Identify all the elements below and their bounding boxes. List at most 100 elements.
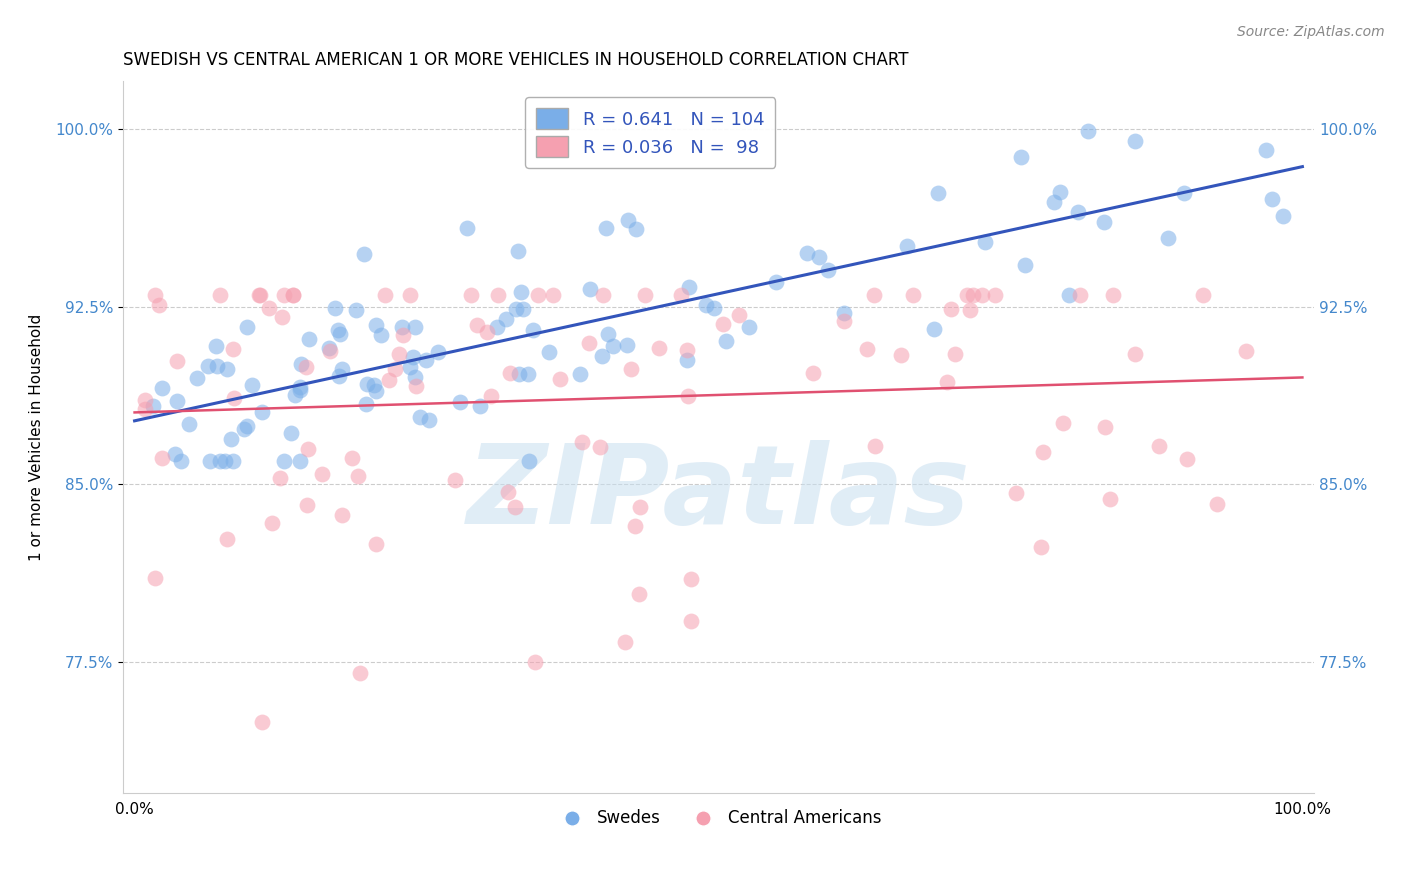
- Swedes: [170, 453, 193, 467]
- Central Americans: [378, 373, 401, 387]
- Swedes: [280, 425, 302, 440]
- Central Americans: [347, 469, 370, 483]
- Swedes: [832, 306, 855, 320]
- Central Americans: [460, 287, 482, 301]
- Swedes: [456, 221, 478, 235]
- Central Americans: [962, 287, 984, 301]
- Swedes: [235, 418, 257, 433]
- Central Americans: [523, 655, 546, 669]
- Central Americans: [1205, 497, 1227, 511]
- Central Americans: [1192, 287, 1215, 301]
- Swedes: [508, 368, 530, 382]
- Central Americans: [1094, 419, 1116, 434]
- Swedes: [273, 453, 295, 467]
- Swedes: [236, 320, 259, 334]
- Swedes: [370, 328, 392, 343]
- Central Americans: [405, 379, 427, 393]
- Swedes: [353, 247, 375, 261]
- Swedes: [1123, 134, 1146, 148]
- Swedes: [512, 302, 534, 317]
- Swedes: [401, 350, 423, 364]
- Central Americans: [260, 516, 283, 531]
- Central Americans: [477, 325, 499, 339]
- Swedes: [596, 327, 619, 342]
- Text: ZIPatlas: ZIPatlas: [467, 441, 970, 548]
- Central Americans: [217, 532, 239, 546]
- Swedes: [404, 320, 426, 334]
- Swedes: [179, 417, 201, 431]
- Swedes: [1049, 185, 1071, 199]
- Swedes: [363, 378, 385, 392]
- Swedes: [240, 378, 263, 392]
- Central Americans: [527, 287, 550, 301]
- Swedes: [366, 318, 388, 332]
- Swedes: [418, 412, 440, 426]
- Central Americans: [959, 303, 981, 318]
- Text: SWEDISH VS CENTRAL AMERICAN 1 OR MORE VEHICLES IN HOUSEHOLD CORRELATION CHART: SWEDISH VS CENTRAL AMERICAN 1 OR MORE VE…: [122, 51, 908, 69]
- Central Americans: [222, 342, 245, 356]
- Swedes: [505, 301, 527, 316]
- Central Americans: [679, 614, 702, 628]
- Central Americans: [648, 341, 671, 355]
- Central Americans: [676, 389, 699, 403]
- Swedes: [1043, 195, 1066, 210]
- Swedes: [1067, 204, 1090, 219]
- Central Americans: [855, 342, 877, 356]
- Swedes: [222, 453, 245, 467]
- Swedes: [326, 322, 349, 336]
- Swedes: [1014, 258, 1036, 272]
- Central Americans: [467, 318, 489, 332]
- Central Americans: [634, 287, 657, 301]
- Swedes: [344, 303, 367, 318]
- Central Americans: [499, 366, 522, 380]
- Central Americans: [392, 327, 415, 342]
- Swedes: [508, 244, 530, 258]
- Central Americans: [941, 301, 963, 316]
- Central Americans: [863, 439, 886, 453]
- Swedes: [207, 359, 229, 374]
- Central Americans: [269, 471, 291, 485]
- Swedes: [288, 383, 311, 397]
- Swedes: [922, 321, 945, 335]
- Central Americans: [247, 287, 270, 301]
- Swedes: [298, 332, 321, 346]
- Swedes: [808, 250, 831, 264]
- Central Americans: [503, 500, 526, 515]
- Swedes: [738, 319, 761, 334]
- Swedes: [284, 388, 307, 402]
- Central Americans: [1175, 451, 1198, 466]
- Legend: Swedes, Central Americans: Swedes, Central Americans: [548, 803, 889, 834]
- Central Americans: [143, 570, 166, 584]
- Swedes: [485, 319, 508, 334]
- Central Americans: [578, 336, 600, 351]
- Swedes: [198, 453, 221, 467]
- Swedes: [927, 186, 949, 201]
- Swedes: [186, 371, 208, 385]
- Swedes: [366, 384, 388, 399]
- Central Americans: [481, 389, 503, 403]
- Central Americans: [970, 287, 993, 301]
- Central Americans: [620, 361, 643, 376]
- Swedes: [329, 327, 352, 342]
- Swedes: [288, 453, 311, 467]
- Central Americans: [166, 354, 188, 368]
- Central Americans: [374, 287, 396, 301]
- Central Americans: [486, 287, 509, 301]
- Swedes: [197, 359, 219, 373]
- Swedes: [391, 320, 413, 334]
- Swedes: [1261, 192, 1284, 206]
- Central Americans: [295, 359, 318, 374]
- Central Americans: [592, 287, 614, 301]
- Central Americans: [936, 376, 959, 390]
- Central Americans: [669, 287, 692, 301]
- Central Americans: [589, 441, 612, 455]
- Swedes: [765, 275, 787, 289]
- Swedes: [517, 368, 540, 382]
- Central Americans: [134, 392, 156, 407]
- Central Americans: [1032, 445, 1054, 459]
- Swedes: [415, 353, 437, 368]
- Swedes: [703, 301, 725, 315]
- Swedes: [1157, 231, 1180, 245]
- Central Americans: [1069, 287, 1091, 301]
- Central Americans: [271, 310, 294, 324]
